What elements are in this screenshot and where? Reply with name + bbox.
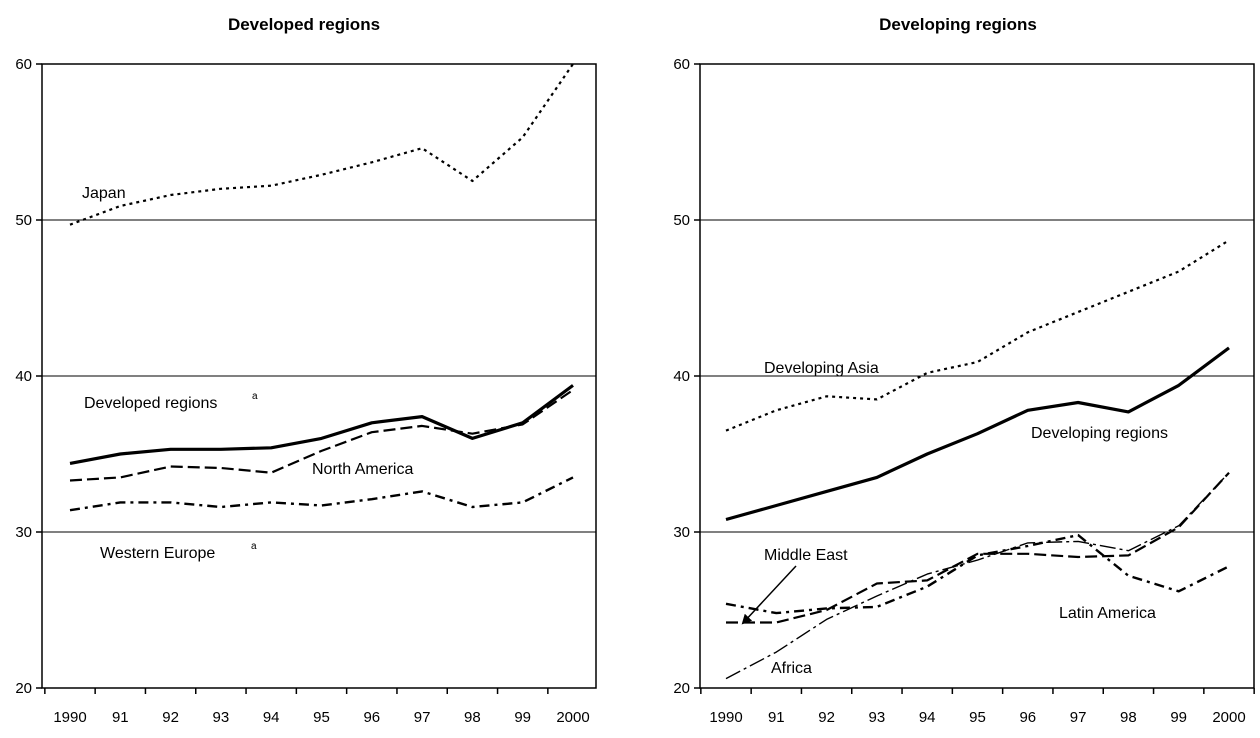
series-label-developing-asia: Developing Asia [764, 360, 879, 377]
x-tick-label: 96 [363, 709, 380, 726]
series-label-north-america: North America [312, 461, 413, 478]
y-tick-label: 20 [673, 680, 690, 697]
series-line-latin-america [725, 533, 1230, 615]
x-tick-label: 94 [919, 709, 936, 726]
x-tick-label: 98 [464, 709, 481, 726]
series-line-middle-east [726, 471, 1230, 624]
series-line-developing-regions [725, 346, 1230, 522]
x-tick-label: 97 [414, 709, 431, 726]
x-tick-label: 99 [1170, 709, 1187, 726]
x-tick-label: 92 [162, 709, 179, 726]
x-tick-label: 98 [1120, 709, 1137, 726]
x-tick-label: 96 [1019, 709, 1036, 726]
panel-developed-regions: Developed regions 20 30 40 50 60 1990 91 92 93 94 9… [15, 15, 597, 726]
x-tick-label: 92 [818, 709, 835, 726]
series-label-africa: Africa [771, 660, 812, 677]
x-tick-label: 1990 [709, 709, 742, 726]
series-label-western-europe: Western Europe [100, 545, 215, 562]
x-tick-label: 93 [213, 709, 230, 726]
panel-developing-regions: Developing regions 20 30 40 50 60 1990 91 92 93 94… [673, 15, 1255, 726]
x-tick-label: 99 [514, 709, 531, 726]
y-tick-label: 20 [15, 680, 32, 697]
y-tick-label: 40 [15, 368, 32, 385]
series-line-africa [725, 472, 1230, 680]
series-line-developing-asia [725, 239, 1230, 432]
series-label-japan: Japan [82, 185, 126, 202]
x-tick-label: 2000 [1212, 709, 1245, 726]
series-line-north-america [69, 389, 574, 482]
x-tick-label: 95 [969, 709, 986, 726]
y-tick-label: 30 [673, 524, 690, 541]
x-tick-label: 91 [768, 709, 785, 726]
series-line-developed-regions [69, 384, 574, 465]
x-tick-label: 93 [869, 709, 886, 726]
x-tick-label: 97 [1070, 709, 1087, 726]
series-label-developed-regions: Developed regions [84, 395, 217, 412]
y-tick-label: 50 [15, 212, 32, 229]
series-line-japan [69, 63, 574, 226]
series-label-superscript: a [252, 391, 258, 402]
series-label-developing-regions: Developing regions [1031, 425, 1168, 442]
y-tick-label: 40 [673, 368, 690, 385]
x-tick-label: 94 [263, 709, 280, 726]
x-tick-label: 91 [112, 709, 129, 726]
series-line-western-europe [69, 476, 574, 512]
series-label-latin-america: Latin America [1059, 605, 1156, 622]
series-label-middle-east: Middle East [764, 547, 848, 564]
y-tick-label: 30 [15, 524, 32, 541]
x-tick-label: 1990 [53, 709, 86, 726]
x-tick-label: 2000 [556, 709, 589, 726]
chart-title: Developed regions [228, 15, 380, 34]
annotation-arrow [741, 565, 797, 625]
chart-title: Developing regions [879, 15, 1037, 34]
y-tick-label: 50 [673, 212, 690, 229]
series-label-superscript: a [251, 541, 257, 552]
y-tick-label: 60 [15, 56, 32, 73]
y-tick-label: 60 [673, 56, 690, 73]
x-tick-label: 95 [313, 709, 330, 726]
